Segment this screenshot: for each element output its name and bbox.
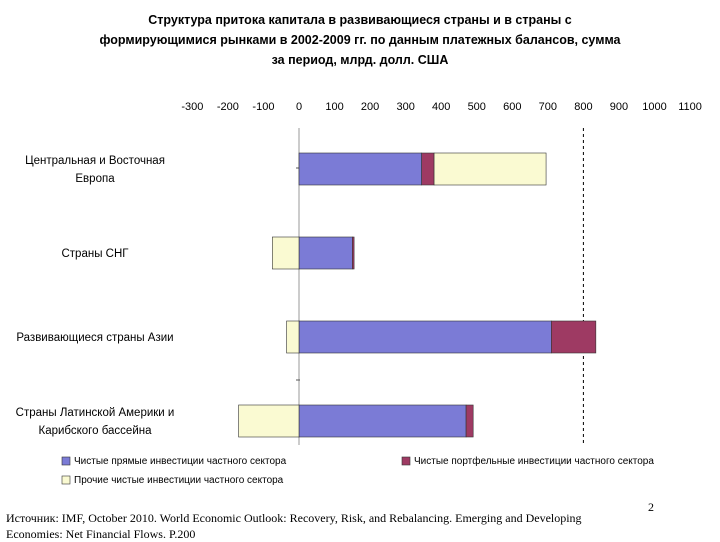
bar-fdi [298, 320, 552, 354]
x-tick-label: 400 [432, 101, 450, 113]
category-label: Европа [75, 173, 115, 185]
bar-portfolio [465, 404, 474, 438]
bar-portfolio [421, 152, 435, 186]
legend-swatch [61, 475, 71, 485]
bar-portfolio [352, 236, 355, 270]
bar-other [238, 404, 300, 438]
page-number: 2 [648, 500, 654, 514]
legend-label: Чистые портфельные инвестиции частного с… [414, 455, 654, 467]
source-note: Источник: IMF, October 2010. World Econo… [6, 510, 706, 542]
legend-swatch [61, 456, 71, 466]
category-label: Центральная и Восточная [25, 155, 165, 167]
legend-label: Чистые прямые инвестиции частного сектор… [74, 456, 287, 467]
x-tick-label: -300 [181, 101, 203, 113]
x-tick-label: 800 [574, 101, 592, 113]
x-tick-label: 1000 [642, 101, 666, 113]
x-tick-label: -200 [217, 101, 239, 113]
source-line-2: Economies: Net Financial Flows. P.200 [6, 527, 196, 541]
category-label: Страны Латинской Америки и [16, 407, 175, 419]
x-tick-label: 1100 [678, 101, 702, 113]
category-label: Страны СНГ [61, 248, 129, 260]
bar-other [272, 236, 300, 270]
legend-label: Прочие чистые инвестиции частного сектор… [74, 475, 284, 486]
x-tick-label: 700 [539, 101, 557, 113]
x-tick-label: 100 [325, 101, 343, 113]
x-tick-label: 500 [468, 101, 486, 113]
x-tick-label: 600 [503, 101, 521, 113]
source-line-1: Источник: IMF, October 2010. World Econo… [6, 511, 582, 525]
x-tick-label: 200 [361, 101, 379, 113]
title-line-1: Структура притока капитала в развивающие… [148, 13, 572, 27]
x-tick-label: -100 [252, 101, 274, 113]
bar-fdi [298, 236, 353, 270]
x-tick-label: 300 [396, 101, 414, 113]
bar-other [286, 320, 300, 354]
bar-other [433, 152, 547, 186]
category-label: Карибского бассейна [39, 425, 153, 437]
title-line-3: за период, млрд. долл. США [271, 53, 449, 67]
bar-portfolio [551, 320, 597, 354]
bar-fdi [298, 404, 467, 438]
x-tick-label: 0 [296, 101, 302, 113]
bar-chart: -300 -200 -100 0 100 200 300 400 500 600 700 800 900… [16, 101, 702, 486]
title-line-2: формирующимися рынками в 2002-2009 гг. п… [99, 33, 621, 47]
x-tick-label: 900 [610, 101, 628, 113]
bar-fdi [298, 152, 422, 186]
legend-swatch [401, 456, 411, 466]
category-label: Развивающиеся страны Азии [16, 332, 173, 344]
chart-title: Структура притока капитала в развивающие… [40, 10, 680, 70]
